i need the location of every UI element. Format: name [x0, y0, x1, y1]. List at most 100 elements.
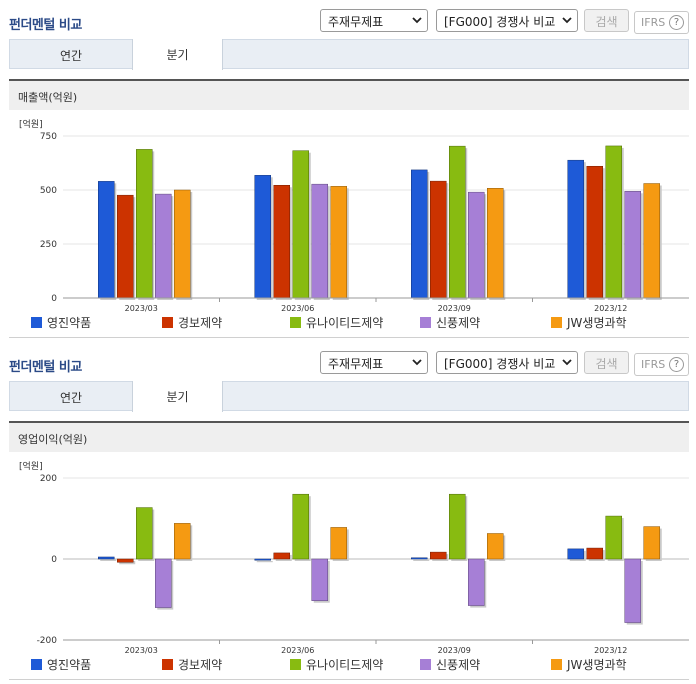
bar	[155, 193, 172, 299]
help-icon[interactable]: ?	[669, 15, 684, 30]
legend-swatch	[162, 317, 173, 328]
bar	[330, 527, 347, 560]
bar	[98, 181, 115, 299]
y-tick-label: 0	[51, 294, 57, 304]
x-tick-label: 2023/09	[438, 304, 471, 312]
legend-item[interactable]: 유나이티드제약	[290, 656, 383, 673]
report-type-value: 주재무제표	[328, 357, 384, 371]
x-tick-label: 2023/03	[125, 646, 158, 654]
bar	[605, 145, 622, 299]
legend-item[interactable]: JW생명과학	[551, 314, 627, 331]
bar	[411, 557, 428, 560]
period-tabs: 연간 분기	[9, 381, 689, 412]
bar	[174, 189, 191, 299]
compare-value: [FG000] 경쟁사 비교	[444, 357, 556, 371]
bar	[136, 149, 153, 299]
tab-quarterly[interactable]: 분기	[132, 39, 223, 70]
bar-shadow	[119, 561, 136, 565]
bar	[136, 507, 153, 560]
legend-item[interactable]: 신풍제약	[420, 656, 480, 673]
legend-swatch	[290, 317, 301, 328]
bar	[567, 159, 584, 299]
search-button[interactable]: 검색	[584, 351, 629, 374]
y-tick-label: 500	[40, 186, 57, 196]
legend-swatch	[31, 659, 42, 670]
y-tick-label: 250	[40, 240, 57, 250]
bar	[273, 184, 290, 299]
panel-header: 펀더멘털 비교 주재무제표 [FG000] 경쟁사 비교 검색 IFRS ?	[0, 0, 696, 34]
bar	[174, 523, 191, 560]
bar	[643, 183, 660, 299]
unit-label: [억원]	[19, 460, 43, 472]
legend-label: 유나이티드제약	[306, 658, 384, 672]
ifrs-label: IFRS	[641, 16, 666, 29]
report-type-select[interactable]: 주재무제표	[320, 9, 428, 32]
bar-shadow	[413, 559, 430, 561]
bar	[567, 548, 584, 560]
fundamental-panel-sales: 펀더멘털 비교 주재무제표 [FG000] 경쟁사 비교 검색 IFRS ? 연…	[0, 0, 696, 338]
help-icon[interactable]: ?	[669, 357, 684, 372]
bar	[468, 191, 485, 299]
tab-quarterly[interactable]: 분기	[132, 381, 223, 412]
bar	[311, 183, 328, 299]
x-tick-label: 2023/12	[594, 304, 627, 312]
compare-select[interactable]: [FG000] 경쟁사 비교	[436, 9, 578, 32]
tab-annual[interactable]: 연간	[59, 49, 83, 63]
fundamental-panel-operating-profit: 펀더멘털 비교 주재무제표 [FG000] 경쟁사 비교 검색 IFRS ? 연…	[0, 342, 696, 684]
bar	[586, 165, 603, 299]
ifrs-button[interactable]: IFRS ?	[634, 353, 689, 376]
report-type-select[interactable]: 주재무제표	[320, 351, 428, 374]
legend-swatch	[420, 317, 431, 328]
search-button[interactable]: 검색	[584, 9, 629, 32]
legend-label: 유나이티드제약	[306, 316, 384, 330]
legend-item[interactable]: 영진약품	[31, 656, 91, 673]
section-title: 매출액(억원)	[9, 79, 689, 110]
bar	[330, 186, 347, 299]
y-tick-label: -200	[37, 636, 58, 646]
legend-swatch	[551, 659, 562, 670]
legend-item[interactable]: 유나이티드제약	[290, 314, 383, 331]
divider	[9, 679, 689, 680]
legend-item[interactable]: JW생명과학	[551, 656, 627, 673]
panel-title: 펀더멘털 비교	[9, 360, 82, 375]
legend-label: 영진약품	[47, 658, 92, 672]
period-tabs: 연간 분기	[9, 39, 689, 70]
legend-label: 영진약품	[47, 316, 92, 330]
bar-shadow	[100, 558, 117, 561]
y-tick-label: 0	[51, 555, 57, 565]
bar	[468, 558, 485, 606]
x-tick-label: 2023/03	[125, 304, 158, 312]
bar	[98, 556, 115, 560]
bar	[449, 145, 466, 299]
divider	[9, 337, 689, 338]
chevron-down-icon	[562, 359, 572, 366]
legend-item[interactable]: 경보제약	[162, 656, 222, 673]
legend-swatch	[420, 659, 431, 670]
legend-item[interactable]: 신풍제약	[420, 314, 480, 331]
chevron-down-icon	[412, 17, 422, 24]
legend-label: 신풍제약	[436, 316, 481, 330]
legend-item[interactable]: 경보제약	[162, 314, 222, 331]
bar	[586, 547, 603, 560]
chevron-down-icon	[562, 17, 572, 24]
bar	[487, 188, 504, 299]
bar	[117, 558, 134, 563]
bar	[117, 194, 134, 299]
bar	[292, 150, 309, 299]
panel-title: 펀더멘털 비교	[9, 18, 82, 33]
legend-item[interactable]: 영진약품	[31, 314, 91, 331]
tab-annual[interactable]: 연간	[59, 391, 83, 405]
bar	[411, 169, 428, 299]
bar	[273, 552, 290, 560]
legend-label: 경보제약	[178, 658, 223, 672]
x-tick-label: 2023/06	[281, 646, 314, 654]
bar	[292, 493, 309, 560]
x-tick-label: 2023/12	[594, 646, 627, 654]
section-title: 영업이익(억원)	[9, 421, 689, 452]
bar	[624, 191, 641, 299]
chart-legend: 영진약품 경보제약 유나이티드제약 신풍제약 JW생명과학	[9, 314, 689, 334]
ifrs-button[interactable]: IFRS ?	[634, 11, 689, 34]
compare-select[interactable]: [FG000] 경쟁사 비교	[436, 351, 578, 374]
panel-header: 펀더멘털 비교 주재무제표 [FG000] 경쟁사 비교 검색 IFRS ?	[0, 342, 696, 376]
bar	[487, 533, 504, 560]
